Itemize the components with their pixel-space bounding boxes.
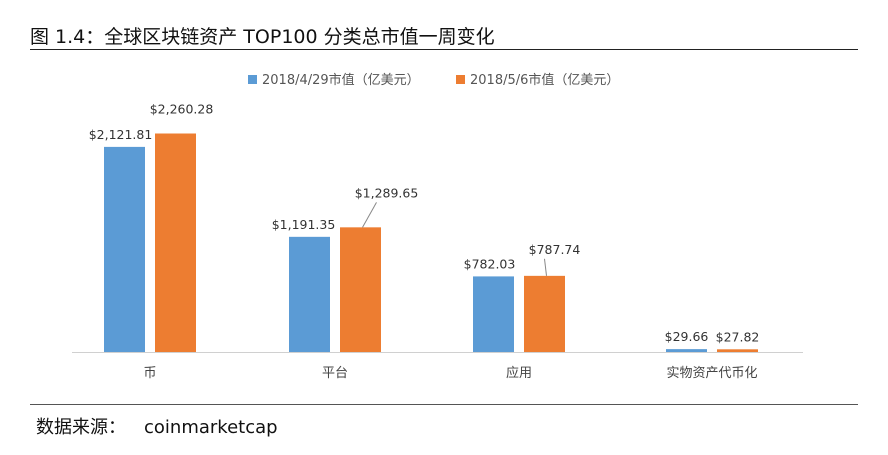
bar-s1-4 [666, 349, 707, 352]
category-label-3: 应用 [506, 365, 532, 381]
value-label-s1-1: $2,121.81 [89, 127, 153, 142]
value-labels: $2,121.81 $2,260.28 $1,191.35 $1,289.65 $782… [89, 102, 760, 345]
chart-bars [104, 133, 758, 352]
value-label-s1-4: $29.66 [665, 329, 709, 344]
value-label-s1-3: $782.03 [464, 256, 516, 271]
category-label-1: 币 [143, 366, 156, 381]
source-rule [30, 404, 858, 405]
source-value: coinmarketcap [144, 417, 278, 438]
chart-legend: 2018/4/29市值（亿美元） 2018/5/6市值（亿美元） [248, 72, 619, 88]
category-labels: 币 平台 应用 实物资产代币化 [143, 365, 757, 381]
source-label: 数据来源： [36, 417, 126, 438]
legend-label-1: 2018/4/29市值（亿美元） [262, 72, 420, 88]
leader-s2-2 [362, 202, 377, 228]
value-label-s2-3: $787.74 [529, 242, 581, 257]
value-label-s2-4: $27.82 [716, 329, 760, 344]
value-label-s2-1: $2,260.28 [150, 102, 214, 117]
category-label-2: 平台 [322, 366, 348, 381]
bar-s2-1 [155, 133, 196, 352]
legend-label-2: 2018/5/6市值（亿美元） [470, 72, 619, 88]
label-leader-lines [362, 202, 547, 276]
bar-s1-2 [289, 236, 330, 352]
source-note: 数据来源： coinmarketcap [36, 413, 278, 439]
bar-s2-2 [340, 227, 381, 352]
bar-s2-4 [717, 349, 758, 352]
title-rule [30, 49, 858, 50]
legend-swatch-1 [248, 75, 257, 84]
legend-swatch-2 [456, 75, 465, 84]
category-label-4: 实物资产代币化 [666, 366, 757, 381]
bar-s1-3 [473, 276, 514, 352]
leader-s2-3 [544, 258, 547, 276]
bar-s1-1 [104, 146, 145, 352]
bar-s2-3 [524, 275, 565, 352]
value-label-s2-2: $1,289.65 [355, 185, 419, 200]
figure-title: 图 1.4：全球区块链资产 TOP100 分类总市值一周变化 [30, 26, 495, 48]
value-label-s1-2: $1,191.35 [272, 217, 336, 232]
